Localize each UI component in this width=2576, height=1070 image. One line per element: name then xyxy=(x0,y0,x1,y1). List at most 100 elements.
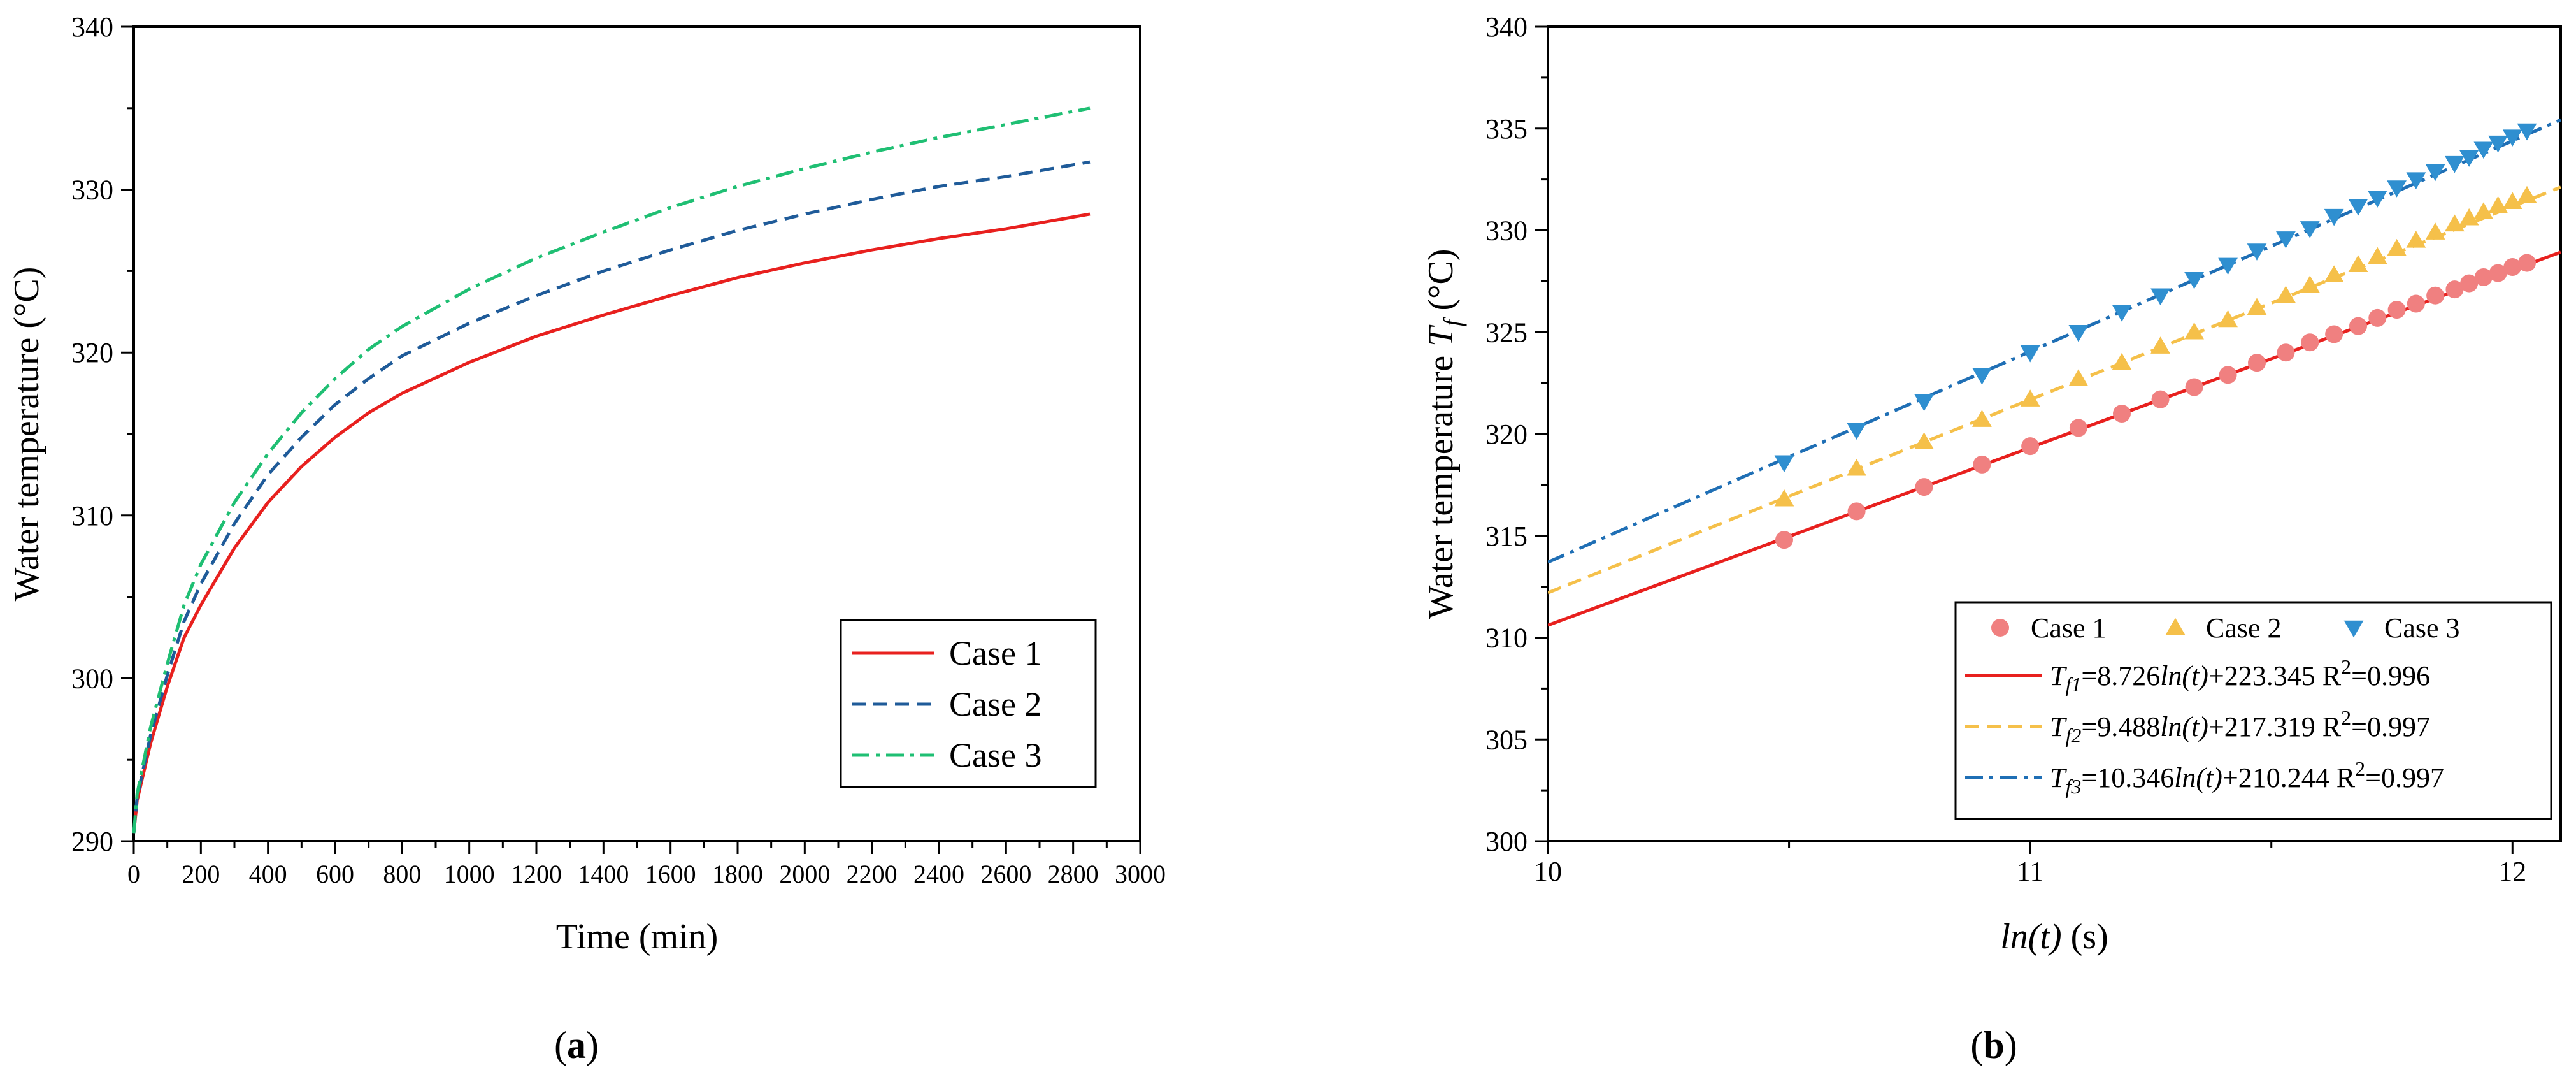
data-point-b-1 xyxy=(2474,268,2493,286)
y-tick-label-b: 335 xyxy=(1485,113,1528,145)
panel-label-a: (a) xyxy=(554,1024,599,1066)
data-point-b-3 xyxy=(2488,135,2508,153)
data-point-b-3 xyxy=(2184,271,2204,289)
x-tick-label-a: 600 xyxy=(316,860,354,888)
data-point-b-3 xyxy=(2324,208,2344,226)
data-point-b-1 xyxy=(2069,419,2087,437)
data-point-b-3 xyxy=(2406,172,2426,190)
x-tick-label-a: 0 xyxy=(127,860,140,888)
y-tick-label-b: 315 xyxy=(1485,521,1528,552)
data-point-b-2 xyxy=(2367,247,2387,264)
chart-b: 10 11 12 300 305 310 315 320 325 330 335 340 ln(t) (… xyxy=(1421,11,2562,1066)
y-tick-label-a: 330 xyxy=(71,175,113,206)
legend-label-a-3: Case 3 xyxy=(949,736,1041,774)
data-point-b-1 xyxy=(2445,280,2464,299)
legend-box-b xyxy=(1954,601,2552,820)
data-point-b-1 xyxy=(2113,405,2131,423)
y-tick-label-b: 325 xyxy=(1485,317,1528,348)
y-tick-label-b: 300 xyxy=(1485,826,1528,857)
data-point-b-1 xyxy=(2368,308,2387,327)
data-point-b-1 xyxy=(1973,455,1991,474)
data-point-b-1 xyxy=(2248,354,2266,372)
data-point-b-3 xyxy=(1847,423,1866,440)
data-point-b-3 xyxy=(2425,164,2445,182)
legend-marker-b-3 xyxy=(2343,620,2364,638)
series-line-a-1 xyxy=(132,212,1091,834)
y-tick-label-a: 290 xyxy=(71,826,113,857)
data-point-b-2 xyxy=(2459,208,2479,226)
data-point-b-1 xyxy=(1915,478,1933,496)
data-point-b-1 xyxy=(2489,264,2507,282)
data-point-b-1 xyxy=(2503,258,2522,277)
legend-label-b-3: Case 3 xyxy=(2384,612,2460,644)
data-point-b-2 xyxy=(1774,489,1794,507)
data-point-b-3 xyxy=(2459,150,2479,167)
data-point-b-3 xyxy=(2367,191,2387,208)
x-tick-label-a: 1800 xyxy=(712,860,763,888)
data-point-b-3 xyxy=(2112,305,2132,322)
data-point-b-2 xyxy=(2324,265,2344,282)
x-tick-label-b: 11 xyxy=(2017,856,2043,887)
legend-label-a-2: Case 2 xyxy=(949,685,1041,723)
chart-a: 0 200 400 600 800 1000 1200 1400 1600 1800 2000 220… xyxy=(7,11,1166,1066)
x-tick-label-a: 1600 xyxy=(645,860,696,888)
x-tick-label-a: 1000 xyxy=(444,860,495,888)
panel-label-b: (b) xyxy=(1970,1024,2017,1066)
x-tick-label-a: 800 xyxy=(383,860,421,888)
legend-a: Case 1 Case 2 Case 3 xyxy=(840,619,1097,788)
data-point-b-2 xyxy=(2184,322,2204,340)
x-tick-label-b: 10 xyxy=(1534,856,1562,887)
legend-marker-b-1 xyxy=(1991,619,2009,637)
y-tick-label-b: 330 xyxy=(1485,215,1528,247)
y-axis-label-a: Water temperature (°C) xyxy=(7,267,47,602)
data-point-b-2 xyxy=(2276,286,2296,303)
data-point-b-2 xyxy=(2150,336,2170,354)
data-point-b-1 xyxy=(1775,531,1793,549)
data-point-b-2 xyxy=(2517,185,2537,203)
data-point-b-2 xyxy=(2112,352,2132,370)
data-point-b-2 xyxy=(2406,231,2426,248)
data-point-b-1 xyxy=(2325,325,2343,343)
data-point-b-3 xyxy=(2276,231,2296,249)
data-point-b-1 xyxy=(2151,390,2170,408)
legend-label-b-1: Case 1 xyxy=(2031,612,2107,644)
data-point-b-2 xyxy=(1847,458,1866,476)
y-tick-label-b: 305 xyxy=(1485,724,1528,755)
data-point-b-3 xyxy=(2300,221,2320,238)
data-point-b-1 xyxy=(2185,378,2203,396)
data-point-b-1 xyxy=(2219,366,2237,384)
data-point-b-3 xyxy=(2020,345,2040,363)
x-tick-label-a: 400 xyxy=(249,860,287,888)
x-tick-label-a: 2200 xyxy=(847,860,898,888)
data-point-b-3 xyxy=(1972,368,1992,385)
x-tick-label-a: 1200 xyxy=(511,860,562,888)
x-tick-label-a: 2400 xyxy=(913,860,964,888)
data-point-b-3 xyxy=(1914,394,1934,412)
x-tick-label-a: 2600 xyxy=(980,860,1031,888)
data-point-b-3 xyxy=(2218,257,2238,275)
data-point-b-2 xyxy=(1914,432,1934,449)
y-axis-label-b: Water temperature Tf (°C) xyxy=(1421,249,1467,619)
data-point-b-1 xyxy=(2387,301,2406,319)
data-point-b-3 xyxy=(1774,455,1794,473)
series-line-a-2 xyxy=(132,160,1091,834)
y-tick-label-a: 340 xyxy=(71,11,113,43)
data-point-b-2 xyxy=(2425,222,2445,240)
data-point-b-3 xyxy=(2068,325,2089,342)
x-axis-label-a: Time (min) xyxy=(556,917,719,957)
data-point-b-1 xyxy=(2277,343,2295,362)
data-point-b-2 xyxy=(2300,275,2320,293)
legend-fit-label-b-1: Tf1=8.726ln(t)+223.345 R2=0.996 xyxy=(2050,655,2430,696)
legend-fit-label-b-2: Tf2=9.488ln(t)+217.319 R2=0.997 xyxy=(2050,706,2430,747)
data-point-b-2 xyxy=(2020,389,2040,407)
data-point-b-2 xyxy=(2348,255,2368,273)
data-point-b-3 xyxy=(2150,288,2170,306)
data-point-b-2 xyxy=(2218,310,2238,328)
legend-fit-label-b-3: Tf3=10.346ln(t)+210.244 R2=0.997 xyxy=(2050,757,2444,798)
data-point-b-1 xyxy=(2518,254,2536,272)
x-tick-label-a: 3000 xyxy=(1115,860,1166,888)
x-tick-label-a: 200 xyxy=(182,860,220,888)
data-point-b-3 xyxy=(2473,141,2494,159)
data-point-b-3 xyxy=(2348,198,2368,216)
data-point-b-1 xyxy=(2301,333,2319,352)
